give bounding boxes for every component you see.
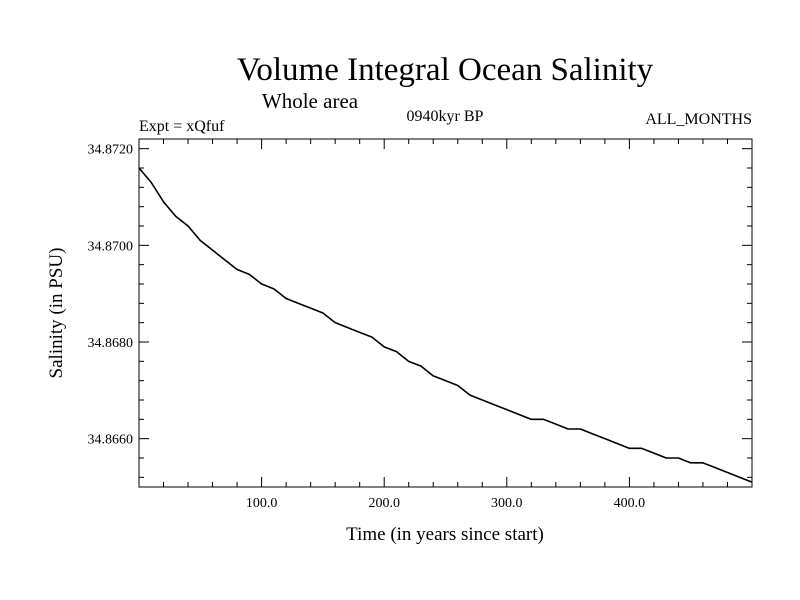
months-label: ALL_MONTHS	[645, 111, 752, 128]
y-axis-label: Salinity (in PSU)	[46, 248, 67, 379]
series-line-salinity	[138, 167, 753, 483]
y-tick-label: 34.8660	[88, 433, 134, 448]
x-ticks: 100.0 200.0 300.0 400.0	[246, 139, 645, 511]
y-tick-label: 34.8680	[88, 336, 134, 351]
chart-title: Volume Integral Ocean Salinity	[237, 52, 654, 88]
series-layer	[138, 167, 753, 483]
chart-subtitle: Whole area	[262, 89, 359, 113]
x-tick-label: 400.0	[614, 496, 646, 511]
x-tick-label: 100.0	[246, 496, 278, 511]
y-tick-label: 34.8720	[88, 143, 134, 158]
x-axis-label: Time (in years since start)	[346, 524, 544, 545]
y-ticks: 34.8660 34.8680 34.8700 34.8720	[88, 143, 752, 478]
y-tick-label: 34.8700	[88, 239, 134, 254]
x-minor-ticks	[163, 139, 728, 487]
x-tick-label: 300.0	[491, 496, 523, 511]
period-label: 0940kyr BP	[407, 108, 484, 125]
experiment-label: Expt = xQfuf	[139, 118, 225, 135]
x-tick-label: 200.0	[368, 496, 400, 511]
plot-frame	[138, 138, 753, 488]
